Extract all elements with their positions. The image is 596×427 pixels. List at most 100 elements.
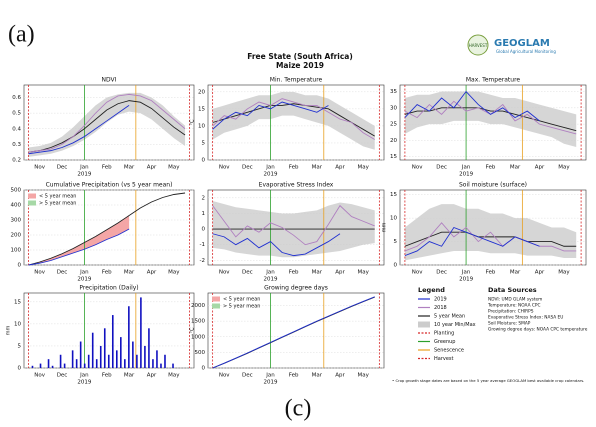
x-tick-label: Jan <box>79 165 89 171</box>
x-year-label: 2019 <box>459 172 473 178</box>
y-tick-label: 30 <box>390 105 397 111</box>
y-tick-label: 0.6 <box>12 95 21 101</box>
x-tick-label: Apr <box>147 373 157 379</box>
x-tick-label: Nov <box>34 165 45 171</box>
logo-tagline: Global Agricultural Monitoring <box>496 49 556 54</box>
x-tick-label: Feb <box>102 373 112 379</box>
bar <box>75 359 78 368</box>
y-tick-label: 5 <box>18 343 22 349</box>
bar <box>71 350 74 368</box>
series-line <box>404 222 577 252</box>
y-tick-label: 0 <box>202 366 206 372</box>
series-line <box>404 90 540 122</box>
bar <box>107 354 110 368</box>
x-tick-label: Jan <box>461 270 471 276</box>
y-tick-label: 0 <box>202 158 206 164</box>
y-tick-label: 15 <box>390 192 397 198</box>
min-max-band <box>212 91 375 150</box>
legend-label: Senescence <box>434 348 464 354</box>
y-tick-label: 0 <box>202 227 206 233</box>
series-line <box>28 104 130 155</box>
panel-title: NDVI <box>102 77 117 84</box>
bar <box>95 359 98 368</box>
bar <box>144 345 146 368</box>
source-line: Evaporative Stress Index: NASA EU <box>488 315 563 321</box>
x-tick-label: Feb <box>289 373 299 379</box>
x-tick-label: May <box>357 270 369 276</box>
bar <box>172 363 174 368</box>
min-max-band <box>404 91 577 147</box>
legend-label: Harvest <box>434 356 454 362</box>
y-tick-label: 5 <box>202 140 206 146</box>
x-tick-label: Nov <box>412 270 423 276</box>
y-tick-label: 200 <box>11 233 22 239</box>
x-year-label: 2019 <box>264 380 278 386</box>
legend-label: 5 year Mean <box>434 314 465 320</box>
x-tick-label: May <box>168 373 180 379</box>
x-tick-label: May <box>168 270 180 276</box>
bar <box>152 359 154 368</box>
bar <box>79 341 82 368</box>
panel-label: (c) <box>285 396 312 422</box>
x-tick-label: Apr <box>147 165 157 171</box>
series-line <box>212 101 329 130</box>
bar <box>164 354 166 368</box>
y-axis-label: °C <box>190 119 196 126</box>
x-tick-label: Mar <box>124 373 135 379</box>
x-tick-label: Feb <box>486 165 496 171</box>
x-tick-label: Jan <box>265 165 275 171</box>
bar <box>91 332 94 368</box>
legend-label: < 5 year mean <box>223 297 260 303</box>
series-line <box>28 100 186 153</box>
bar <box>103 328 106 368</box>
x-tick-label: Mar <box>510 270 521 276</box>
legend-swatch <box>212 303 220 309</box>
x-tick-label: May <box>558 270 570 276</box>
x-tick-label: Nov <box>219 373 230 379</box>
y-tick-label: -2 <box>200 258 205 264</box>
x-tick-label: Mar <box>124 270 135 276</box>
y-tick-label: 0.3 <box>12 142 21 148</box>
x-tick-label: Dec <box>57 373 68 379</box>
panel-label: (a) <box>8 22 35 48</box>
x-tick-label: Nov <box>219 270 230 276</box>
y-tick-label: 300 <box>11 218 22 224</box>
source-line: Soil Moisture: SMAP <box>488 321 531 327</box>
legend-swatch <box>212 296 220 302</box>
legend-label: 10 year Min/Max <box>434 322 476 328</box>
bar <box>148 328 150 368</box>
bar <box>59 354 62 368</box>
y-tick-label: 15 <box>198 106 205 112</box>
panel-title: Cumulative Precipitation (vs 5 year mean… <box>46 182 173 189</box>
source-line: Temperature: NOAA CPC <box>487 303 541 309</box>
x-tick-label: Mar <box>312 270 323 276</box>
y-tick-label: 400 <box>11 203 22 209</box>
y-tick-label: 0.5 <box>12 111 21 117</box>
x-tick-label: Jan <box>461 165 471 171</box>
x-tick-label: Jan <box>79 270 89 276</box>
legend-label: > 5 year mean <box>223 304 260 310</box>
legend-label: 2018 <box>434 305 447 311</box>
panel-title: Min. Temperature <box>270 77 323 84</box>
y-tick-label: 2 <box>202 195 206 201</box>
legend-swatch <box>28 193 36 199</box>
y-tick-label: 500 <box>11 188 22 194</box>
y-tick-label: 100 <box>11 248 22 254</box>
series-line <box>212 296 375 369</box>
legend-label: < 5 year mean <box>39 194 76 200</box>
bar <box>51 365 54 368</box>
x-tick-label: Feb <box>289 165 299 171</box>
x-year-label: 2019 <box>264 172 278 178</box>
series-line <box>212 103 375 137</box>
y-tick-label: 10 <box>390 216 397 222</box>
figure-title: Free State (South Africa) <box>247 52 353 61</box>
x-tick-label: Nov <box>412 165 423 171</box>
bar <box>116 350 118 368</box>
series-line <box>404 107 577 132</box>
x-tick-label: Dec <box>436 270 447 276</box>
series-line <box>28 93 186 153</box>
x-tick-label: Mar <box>312 165 323 171</box>
y-tick-label: 1000 <box>191 334 205 340</box>
x-tick-label: Apr <box>335 373 345 379</box>
y-tick-label: 0 <box>18 263 22 269</box>
